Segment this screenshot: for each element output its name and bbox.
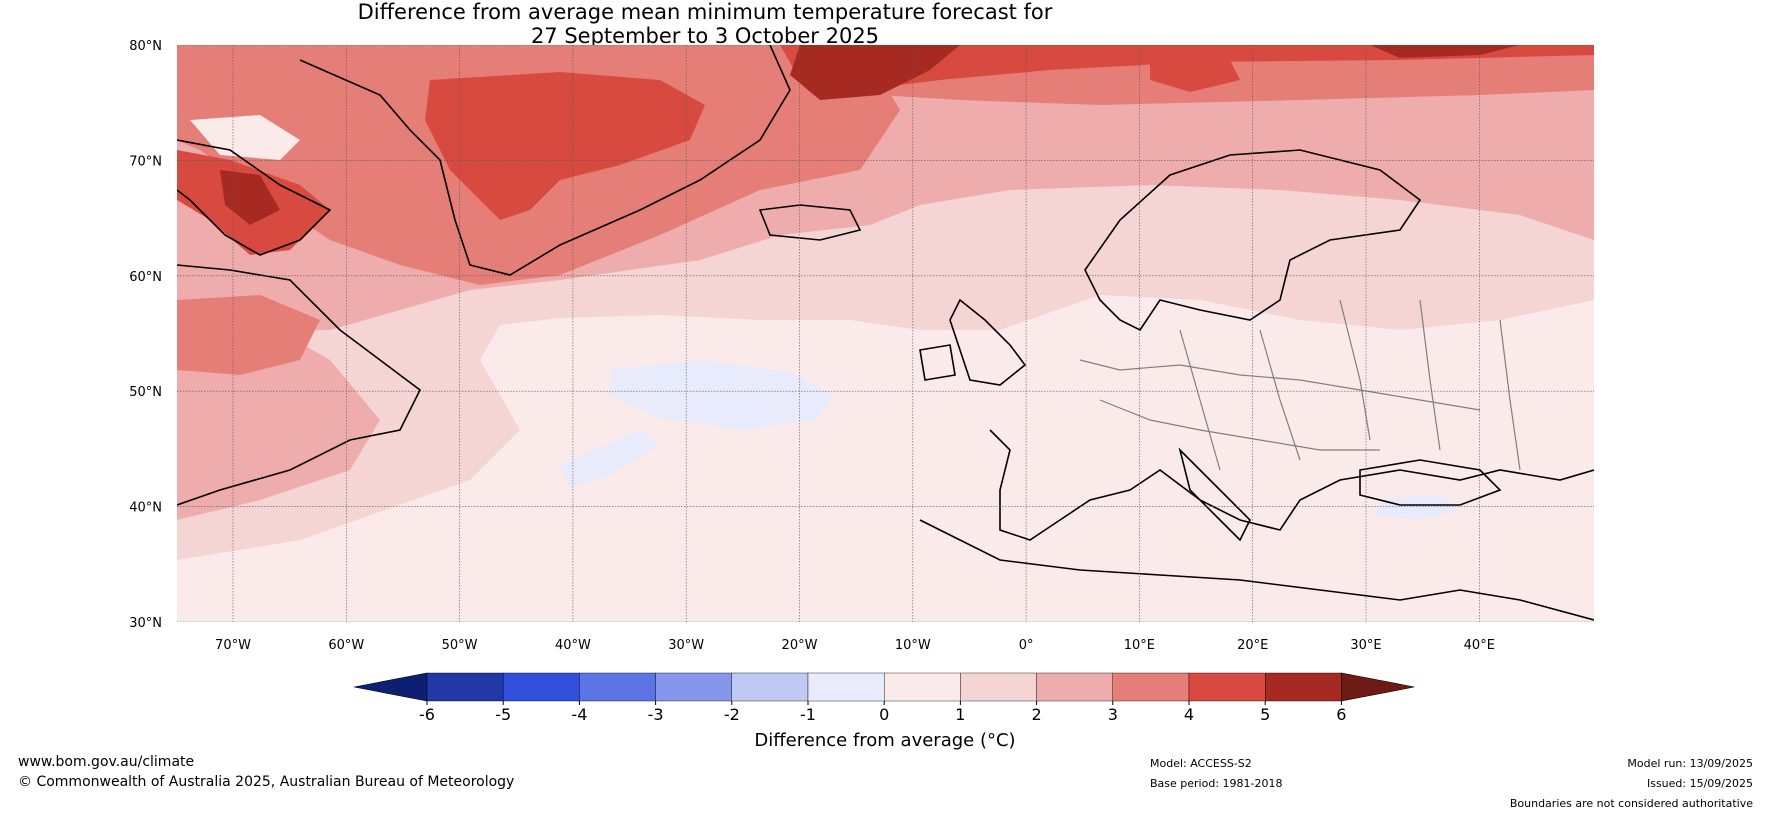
longitude-label: 40°E: [1464, 638, 1495, 653]
latitude-labels: 80°N 70°N 60°N 50°N 40°N 30°N: [129, 39, 162, 631]
map-title-line1: Difference from average mean minimum tem…: [357, 0, 1053, 24]
colorbar-arrow-high: [1341, 672, 1415, 702]
anomaly-band-pale-baffin: [190, 115, 300, 160]
anomaly-band-4-5-greenland: [425, 72, 705, 220]
longitude-label: 30°E: [1350, 638, 1381, 653]
latitude-label: 50°N: [129, 385, 162, 400]
anomaly-band-negative-atlantic: [610, 360, 835, 430]
longitude-label: 50°W: [442, 638, 478, 653]
colorbar-tick-label: 1: [955, 705, 965, 724]
colorbar-tick-label: 2: [1032, 705, 1042, 724]
gridlines: [177, 45, 1594, 622]
anomaly-band-5-6-arctic: [790, 45, 960, 100]
longitude-label: 30°W: [668, 638, 704, 653]
longitude-label: 60°W: [328, 638, 364, 653]
longitude-label: 40°W: [555, 638, 591, 653]
colorbar-tick-label: 3: [1108, 705, 1118, 724]
colorbar-segment: [884, 672, 961, 702]
footer-website[interactable]: www.bom.gov.au/climate: [18, 754, 195, 770]
latitude-label: 40°N: [129, 501, 162, 516]
anomaly-band-4-5-svalbard: [1150, 55, 1240, 92]
colorbar-segment: [655, 672, 732, 702]
colorbar-tick-label: -2: [724, 705, 740, 724]
longitude-label: 20°E: [1237, 638, 1268, 653]
latitude-label: 70°N: [129, 154, 162, 169]
colorbar-segment: [1264, 672, 1342, 702]
country-borders: [1079, 299, 1521, 471]
coastlines: [177, 45, 1594, 621]
anomaly-band-5-6-baffin: [220, 170, 280, 225]
colorbar-segment: [1036, 672, 1113, 702]
colorbar-tick-label: -5: [495, 705, 511, 724]
footer-model-run: Model run: 13/09/2025: [1627, 757, 1753, 770]
anomaly-band-4-5-arctic: [780, 45, 1594, 90]
latitude-label: 60°N: [129, 270, 162, 285]
colorbar-tick-label: -6: [419, 705, 435, 724]
anomaly-band-negative-atlantic-2: [560, 430, 660, 488]
footer-issued: Issued: 15/09/2025: [1646, 777, 1753, 790]
longitude-label: 10°E: [1124, 638, 1155, 653]
footer-copyright: © Commonwealth of Australia 2025, Austra…: [18, 774, 515, 790]
anomaly-band-5-6-east: [1370, 45, 1520, 58]
colorbar-tick-label: 4: [1184, 705, 1194, 724]
footer-base-period: Base period: 1981-2018: [1150, 777, 1283, 790]
longitude-label: 70°W: [215, 638, 251, 653]
latitude-label: 80°N: [129, 39, 162, 54]
footer-disclaimer: Boundaries are not considered authoritat…: [1509, 797, 1753, 810]
colorbar-arrow-low: [353, 672, 428, 702]
longitude-label: 20°W: [782, 638, 818, 653]
colorbar-segment: [503, 672, 580, 702]
colorbar-tick-label: -1: [800, 705, 816, 724]
colorbar-tick-label: 6: [1336, 705, 1346, 724]
colorbar-segment: [731, 672, 809, 702]
colorbar-segment: [960, 672, 1037, 702]
colorbar-segment: [1112, 672, 1190, 702]
colorbar-tick-label: -4: [571, 705, 587, 724]
anomaly-band-3-4-canada: [177, 295, 320, 375]
colorbar-segment: [1188, 672, 1266, 702]
colorbar-tick-label: -3: [648, 705, 664, 724]
map-title-line2: 27 September to 3 October 2025: [530, 24, 880, 48]
colorbar-segment: [579, 672, 656, 702]
colorbar-tick-label: 5: [1260, 705, 1270, 724]
longitude-label: 10°W: [895, 638, 931, 653]
map-panel: [177, 45, 1594, 622]
longitude-labels: 70°W 60°W 50°W 40°W 30°W 20°W 10°W 0° 10°E 20°E 30…: [215, 638, 1495, 653]
colorbar-title: Difference from average (°C): [754, 730, 1015, 751]
latitude-label: 30°N: [129, 616, 162, 631]
colorbar-tick-label: 0: [879, 705, 889, 724]
map-title: Difference from average mean minimum tem…: [0, 0, 1410, 48]
colorbar-segment: [426, 672, 504, 702]
colorbar-segment: [807, 672, 885, 702]
footer-model: Model: ACCESS-S2: [1150, 757, 1252, 770]
anomaly-band-negative-black-sea: [1375, 495, 1460, 520]
longitude-label: 0°: [1019, 638, 1034, 653]
colorbar: -6 -5 -4 -3 -2 -1 0 1 2 3 4 5 6: [353, 672, 1415, 724]
